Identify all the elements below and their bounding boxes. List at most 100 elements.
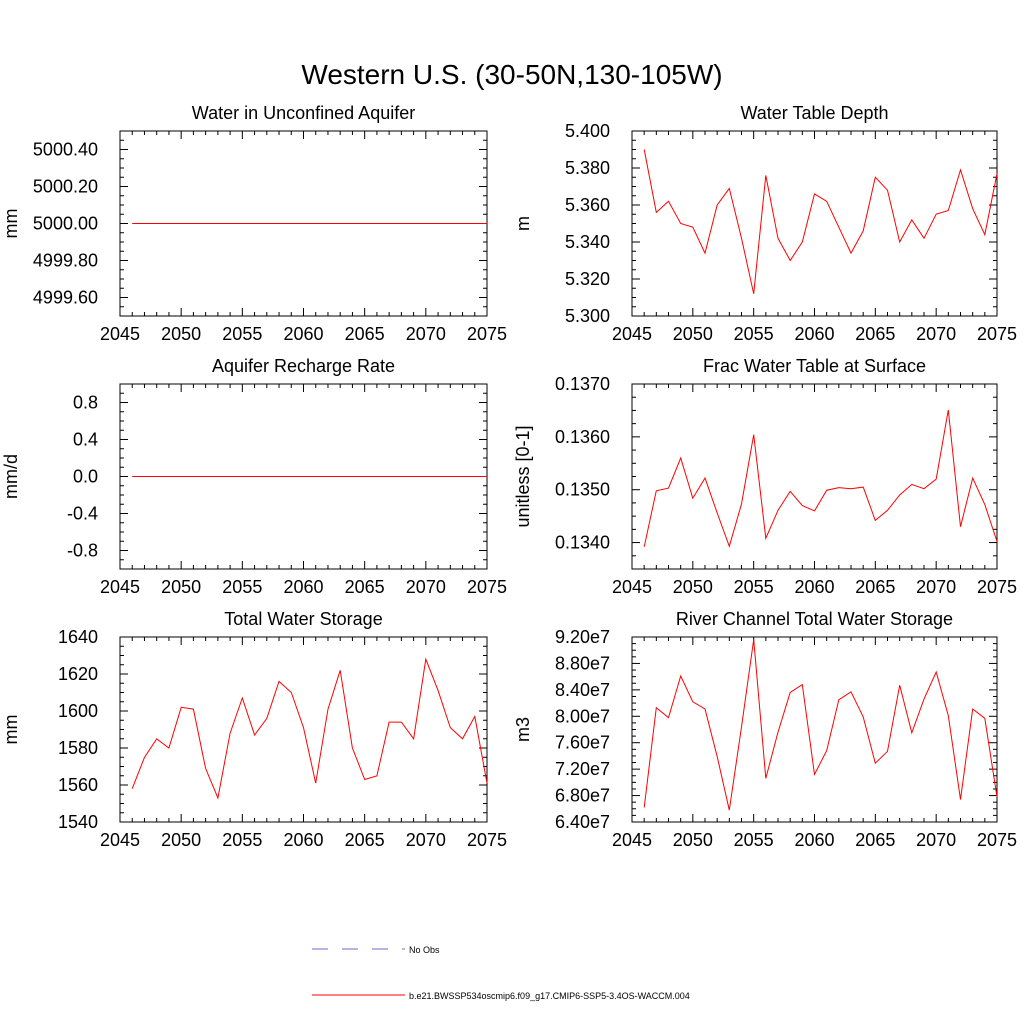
panel-title: Total Water Storage — [224, 609, 382, 629]
y-tick-label: 0.0 — [73, 467, 98, 487]
y-tick-label: 8.40e7 — [555, 680, 610, 700]
x-tick-label: 2060 — [794, 577, 834, 597]
x-tick-label: 2055 — [734, 830, 774, 850]
panel-4: Frac Water Table at Surface unitless [0-1… — [513, 356, 1017, 597]
y-tick-label: 0.1360 — [555, 427, 610, 447]
x-tick-label: 2045 — [100, 577, 140, 597]
y-axis-label: m — [513, 216, 533, 231]
x-tick-label: 2070 — [916, 830, 956, 850]
y-tick-label: 5.320 — [565, 269, 610, 289]
panel-title: Frac Water Table at Surface — [703, 356, 926, 376]
y-axis-label: m3 — [513, 717, 533, 742]
panel-3: Aquifer Recharge Rate mm/d 2045 2050 2055 206… — [1, 356, 507, 597]
y-tick-label: 1540 — [58, 812, 98, 832]
x-tick-label: 2065 — [345, 577, 385, 597]
y-tick-label: 1600 — [58, 701, 98, 721]
x-tick-label: 2065 — [855, 830, 895, 850]
y-tick-label: 7.60e7 — [555, 733, 610, 753]
y-tick-label: 1640 — [58, 627, 98, 647]
y-tick-label: 0.8 — [73, 393, 98, 413]
x-tick-label: 2050 — [673, 830, 713, 850]
y-axis-label: mm/d — [1, 454, 21, 499]
x-tick-label: 2055 — [222, 830, 262, 850]
x-tick-label: 2050 — [161, 830, 201, 850]
main-title: Western U.S. (30-50N,130-105W) — [301, 59, 722, 90]
x-tick-label: 2065 — [855, 324, 895, 344]
x-tick-label: 2075 — [467, 830, 507, 850]
x-tick-label: 2045 — [100, 830, 140, 850]
y-tick-label: 9.20e7 — [555, 627, 610, 647]
y-axis-label: unitless [0-1] — [513, 425, 533, 527]
y-tick-label: 0.1370 — [555, 374, 610, 394]
x-tick-label: 2070 — [406, 830, 446, 850]
plot-frame — [631, 130, 998, 317]
y-tick-label: 7.20e7 — [555, 759, 610, 779]
y-tick-label: 0.1340 — [555, 533, 610, 553]
series-line-model — [643, 149, 998, 294]
y-tick-label: 4999.60 — [33, 288, 98, 308]
y-tick-label: 6.40e7 — [555, 812, 610, 832]
x-tick-label: 2075 — [977, 577, 1017, 597]
y-tick-label: 1620 — [58, 664, 98, 684]
x-tick-label: 2055 — [222, 577, 262, 597]
y-tick-label: 0.4 — [73, 430, 98, 450]
y-tick-label: 8.80e7 — [555, 653, 610, 673]
x-tick-label: 2045 — [612, 830, 652, 850]
legend: No Obs b.e21.BWSSP534oscmip6.f09_g17.CMI… — [312, 945, 690, 1001]
y-tick-label: 5.380 — [565, 158, 610, 178]
panel-2: Water Table Depth m 2045 2050 2055 2060 2065 20… — [513, 103, 1017, 344]
x-tick-label: 2065 — [855, 577, 895, 597]
y-tick-label: 0.1350 — [555, 480, 610, 500]
series-line-model — [643, 639, 998, 811]
x-tick-label: 2075 — [977, 830, 1017, 850]
x-tick-label: 2070 — [916, 577, 956, 597]
panel-title: Water in Unconfined Aquifer — [192, 103, 415, 123]
y-tick-label: -0.8 — [67, 541, 98, 561]
panel-title: River Channel Total Water Storage — [676, 609, 953, 629]
legend-model-label: b.e21.BWSSP534oscmip6.f09_g17.CMIP6-SSP5… — [409, 991, 690, 1001]
plot-frame — [631, 636, 998, 823]
x-tick-label: 2045 — [612, 324, 652, 344]
y-tick-label: 5.360 — [565, 195, 610, 215]
x-tick-label: 2070 — [406, 324, 446, 344]
y-tick-label: 5000.20 — [33, 177, 98, 197]
legend-no-obs-label: No Obs — [409, 945, 440, 955]
x-tick-label: 2050 — [161, 577, 201, 597]
x-tick-label: 2070 — [916, 324, 956, 344]
x-tick-label: 2075 — [467, 324, 507, 344]
panel-5: Total Water Storage mm 2045 2050 2055 2060 206… — [1, 609, 507, 850]
x-tick-label: 2075 — [977, 324, 1017, 344]
y-axis-label: mm — [1, 715, 21, 745]
x-tick-label: 2075 — [467, 577, 507, 597]
panel-6: River Channel Total Water Storage m3 2045 2… — [513, 609, 1017, 850]
y-tick-label: 5000.40 — [33, 140, 98, 160]
x-tick-label: 2060 — [283, 577, 323, 597]
panels: Water in Unconfined Aquifer mm 2045 2050 205… — [1, 103, 1017, 850]
x-tick-label: 2065 — [345, 830, 385, 850]
y-tick-label: 5.400 — [565, 121, 610, 141]
x-tick-label: 2050 — [161, 324, 201, 344]
x-tick-label: 2055 — [734, 577, 774, 597]
y-tick-label: -0.4 — [67, 504, 98, 524]
series-line-model — [643, 409, 998, 548]
y-tick-label: 8.00e7 — [555, 706, 610, 726]
x-tick-label: 2045 — [612, 577, 652, 597]
x-tick-label: 2060 — [794, 324, 834, 344]
y-tick-label: 5.340 — [565, 232, 610, 252]
y-tick-label: 6.80e7 — [555, 786, 610, 806]
x-tick-label: 2055 — [734, 324, 774, 344]
x-tick-label: 2060 — [794, 830, 834, 850]
x-tick-label: 2050 — [673, 577, 713, 597]
x-tick-label: 2065 — [345, 324, 385, 344]
y-tick-label: 1560 — [58, 775, 98, 795]
y-tick-label: 5000.00 — [33, 214, 98, 234]
x-tick-label: 2060 — [283, 324, 323, 344]
x-tick-label: 2055 — [222, 324, 262, 344]
panel-title: Water Table Depth — [740, 103, 888, 123]
x-tick-label: 2050 — [673, 324, 713, 344]
x-tick-label: 2070 — [406, 577, 446, 597]
y-axis-label: mm — [1, 209, 21, 239]
y-tick-label: 4999.80 — [33, 251, 98, 271]
y-tick-label: 5.300 — [565, 306, 610, 326]
